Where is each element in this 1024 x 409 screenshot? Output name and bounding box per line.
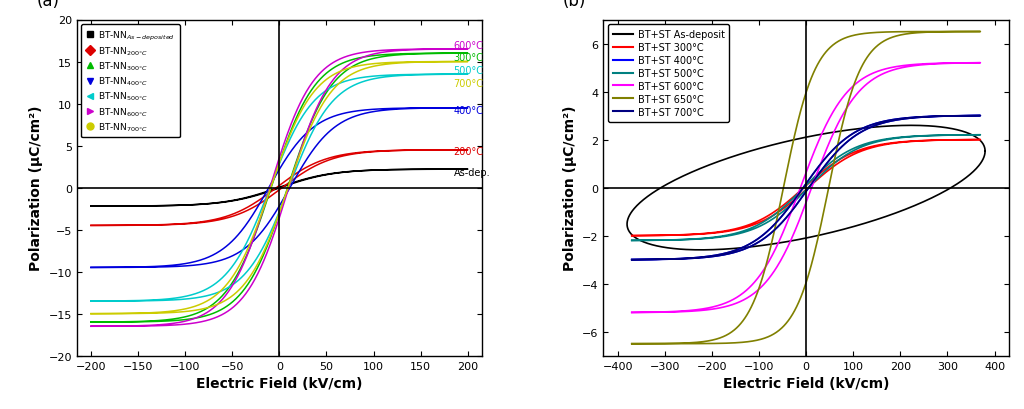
Text: 700°C: 700°C <box>454 79 483 88</box>
Y-axis label: Polarization (μC/cm²): Polarization (μC/cm²) <box>29 106 43 271</box>
Text: 200°C: 200°C <box>454 147 483 157</box>
Text: 600°C: 600°C <box>454 40 483 51</box>
Text: 500°C: 500°C <box>454 66 483 76</box>
X-axis label: Electric Field (kV/cm): Electric Field (kV/cm) <box>723 376 889 390</box>
Text: (a): (a) <box>36 0 59 10</box>
Y-axis label: Polarization (μC/cm²): Polarization (μC/cm²) <box>562 106 577 271</box>
Text: 300°C: 300°C <box>454 53 483 63</box>
X-axis label: Electric Field (kV/cm): Electric Field (kV/cm) <box>197 376 362 390</box>
Legend: BT+ST As-deposit, BT+ST 300°C, BT+ST 400°C, BT+ST 500°C, BT+ST 600°C, BT+ST 650°: BT+ST As-deposit, BT+ST 300°C, BT+ST 400… <box>608 25 729 122</box>
Text: (b): (b) <box>563 0 587 10</box>
Text: As-dep.: As-dep. <box>454 168 490 178</box>
Text: 400°C: 400°C <box>454 106 483 116</box>
Legend: BT-NN$_{As-deposited}$, BT-NN$_{200°C}$, BT-NN$_{300°C}$, BT-NN$_{400°C}$, BT-NN: BT-NN$_{As-deposited}$, BT-NN$_{200°C}$,… <box>81 25 180 138</box>
